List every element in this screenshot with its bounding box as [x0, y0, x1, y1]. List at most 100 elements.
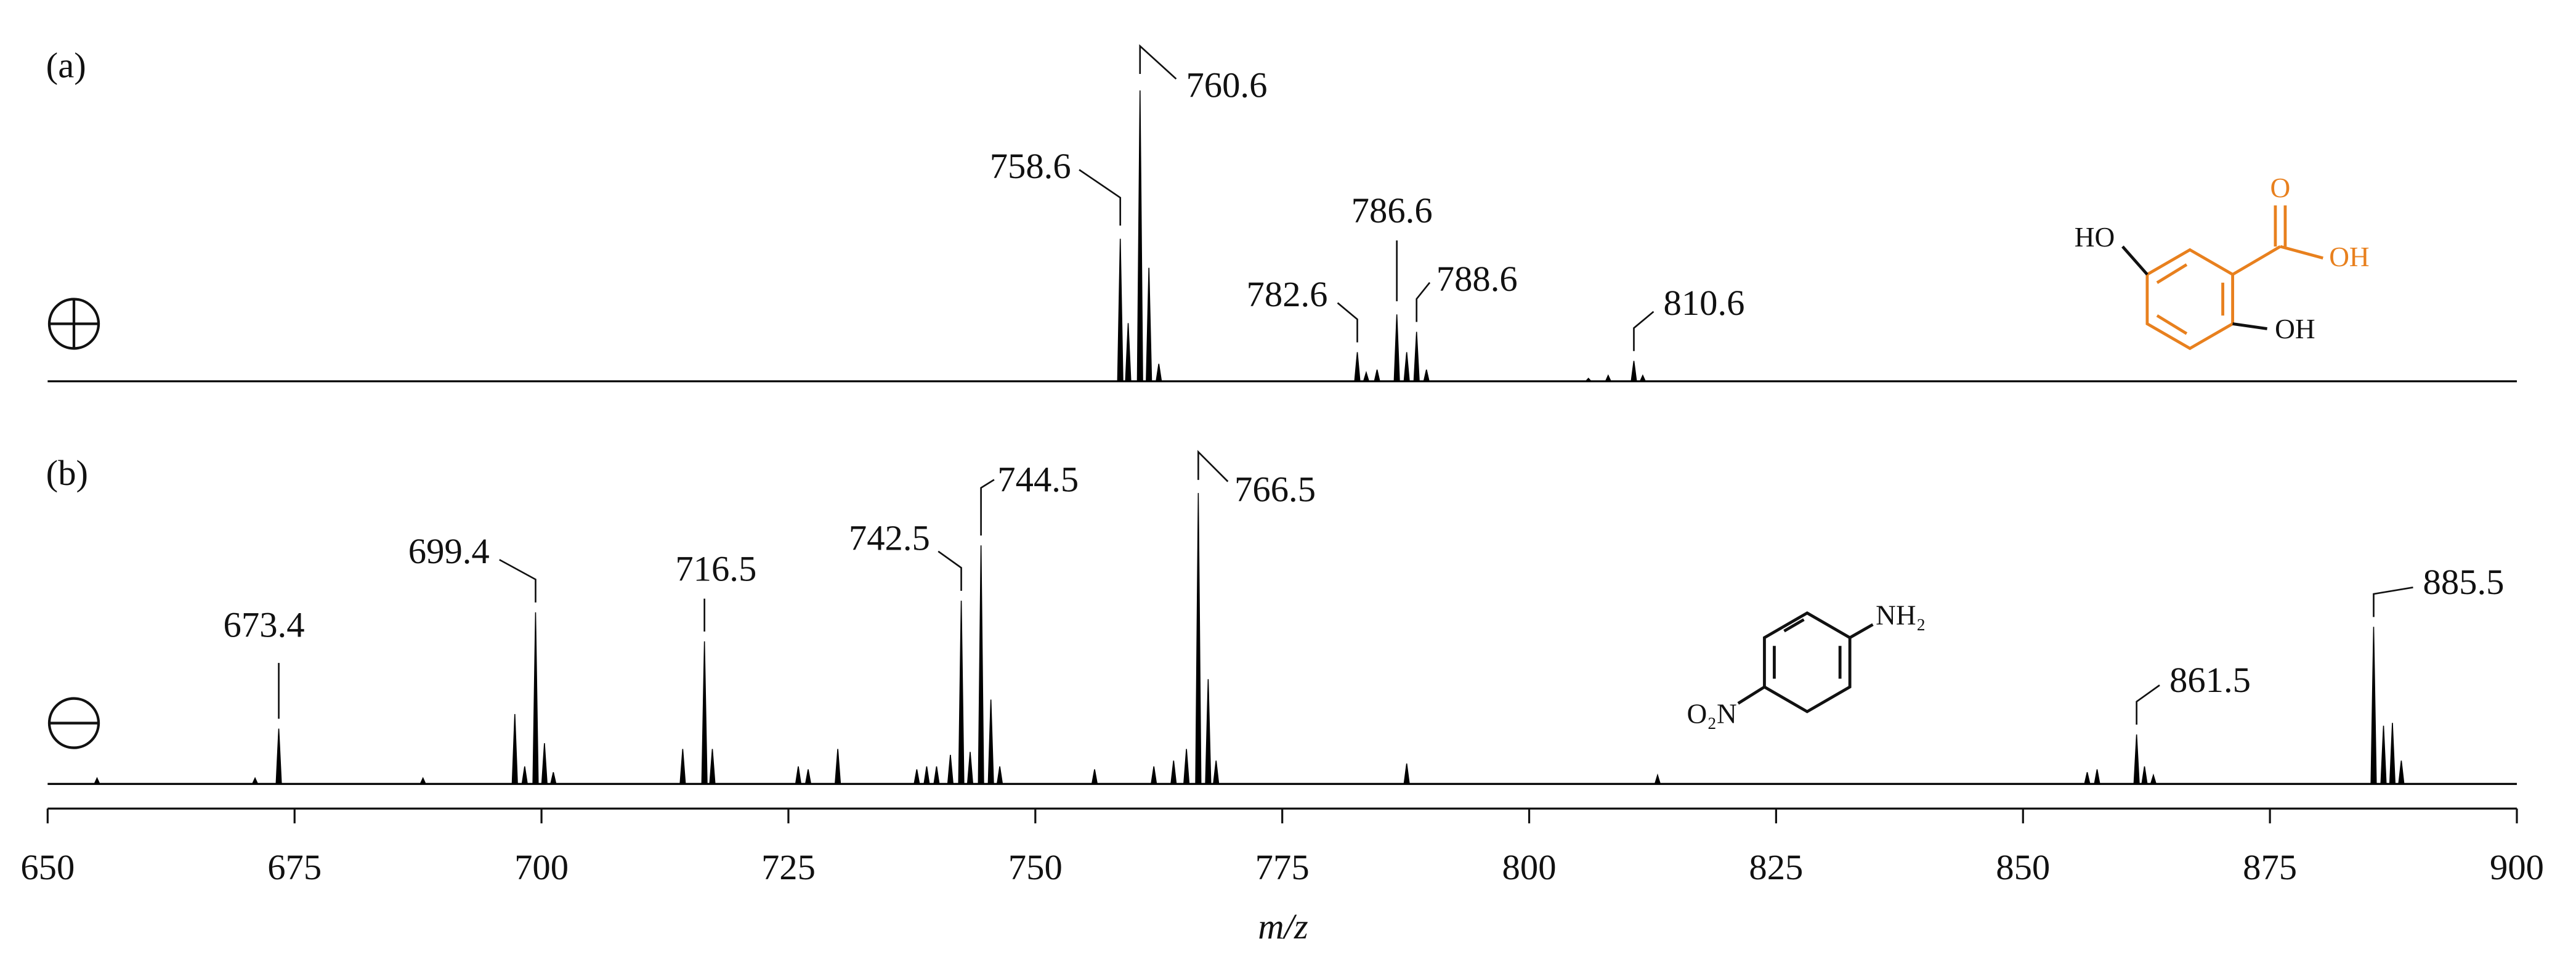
peak — [1170, 760, 1177, 785]
peak — [1654, 773, 1661, 785]
x-tick-label: 725 — [761, 847, 816, 887]
structure — [2121, 205, 2323, 351]
leader-line — [1337, 302, 1358, 343]
x-tick-label: 850 — [1996, 847, 2050, 887]
peak — [834, 749, 841, 785]
atom-label: OH — [2275, 314, 2315, 344]
structure — [1737, 611, 1874, 714]
peak — [251, 776, 259, 785]
peak — [1117, 238, 1124, 382]
peak — [1213, 760, 1220, 785]
peak — [2389, 723, 2396, 785]
peak — [94, 776, 101, 785]
x-tick-label: 800 — [1502, 847, 1557, 887]
positive-mode-icon — [47, 298, 100, 350]
peak — [947, 754, 954, 785]
leader-line — [938, 550, 962, 591]
peak — [701, 641, 708, 785]
peak — [1183, 749, 1190, 785]
x-tick-label: 875 — [2243, 847, 2297, 887]
peak — [1393, 314, 1400, 382]
leader-line — [499, 559, 537, 603]
leader-line — [980, 479, 995, 536]
peak — [913, 769, 920, 785]
peak-label: 885.5 — [2423, 562, 2504, 602]
peak — [1374, 369, 1380, 382]
peak — [2150, 773, 2157, 785]
peak — [275, 728, 282, 785]
leader-line — [1139, 44, 1177, 80]
peak — [804, 769, 812, 785]
peak — [996, 766, 1003, 785]
peak-label: 810.6 — [1664, 283, 1745, 323]
peak-label: 766.5 — [1234, 470, 1316, 510]
peak — [1136, 90, 1143, 382]
leader-line — [1633, 311, 1655, 351]
peak — [1639, 374, 1646, 382]
peak — [1146, 267, 1152, 382]
x-tick-label: 750 — [1008, 847, 1063, 887]
peak-label: 786.6 — [1351, 190, 1433, 230]
peak-label: 758.6 — [990, 146, 1071, 186]
peak — [2398, 760, 2405, 785]
peak-label: 760.6 — [1186, 65, 1267, 105]
peak — [2133, 734, 2140, 785]
atom-label: O₂N — [1687, 698, 1736, 729]
peak — [795, 766, 802, 785]
peak — [419, 776, 427, 785]
leader-line — [1416, 282, 1431, 322]
peak — [511, 714, 518, 785]
peak — [2370, 627, 2377, 785]
peak — [978, 545, 984, 785]
x-axis-label: m/z — [1258, 906, 1308, 946]
peak — [709, 749, 716, 785]
peak-label: 716.5 — [675, 548, 756, 588]
peak — [1630, 360, 1637, 382]
peak — [1091, 769, 1098, 785]
atom-label: HO — [2075, 222, 2115, 253]
peak — [1354, 352, 1361, 382]
peak-label: 861.5 — [2169, 660, 2251, 700]
peak — [1195, 493, 1202, 785]
negative-mode-icon — [47, 697, 100, 749]
peak — [1584, 377, 1592, 382]
leader-line — [2373, 586, 2413, 617]
peak — [1403, 763, 1410, 785]
leader-line — [1079, 169, 1122, 226]
x-tick-label: 775 — [1255, 847, 1310, 887]
peak — [987, 699, 994, 785]
peak-label: 788.6 — [1436, 259, 1518, 299]
x-tick-label: 825 — [1749, 847, 1803, 887]
peak — [550, 772, 557, 785]
peak — [1125, 323, 1132, 382]
atom-label: O — [2270, 173, 2291, 203]
peak — [1205, 679, 1212, 785]
peak-label: 673.4 — [224, 604, 305, 645]
peak — [679, 749, 686, 785]
atom-label: OH — [2329, 242, 2369, 272]
peak — [2380, 725, 2387, 785]
peak — [1156, 364, 1162, 382]
leader-line — [1197, 450, 1229, 482]
peak — [1363, 370, 1370, 382]
peak — [2084, 772, 2091, 785]
peak-label: 742.5 — [849, 518, 930, 558]
peak — [1151, 766, 1157, 785]
peak — [2094, 769, 2100, 785]
atom-label: NH₂ — [1876, 600, 1926, 630]
peak — [933, 766, 940, 785]
x-tick-label: 650 — [20, 847, 75, 887]
peak — [1605, 374, 1612, 382]
peak — [541, 743, 548, 785]
peak — [521, 766, 529, 785]
x-tick-label: 900 — [2490, 847, 2544, 887]
leader-line — [2136, 684, 2160, 725]
peak — [2141, 766, 2148, 785]
peak — [958, 600, 965, 785]
peak-label: 699.4 — [408, 531, 490, 571]
peak — [966, 752, 974, 785]
x-tick-label: 675 — [267, 847, 322, 887]
peak — [1423, 369, 1430, 382]
x-tick-label: 700 — [514, 847, 569, 887]
